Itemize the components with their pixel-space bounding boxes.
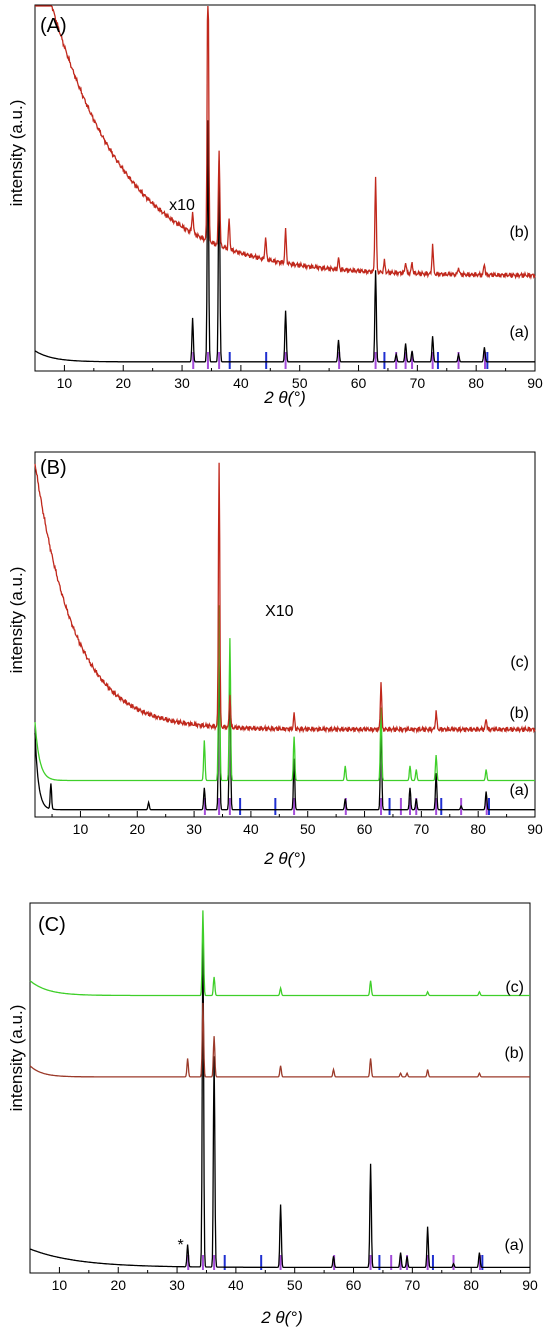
panel-c-xlabel: 2 θ(°) bbox=[260, 1308, 303, 1327]
x-tick-label: 40 bbox=[233, 375, 249, 391]
x-tick-label: 80 bbox=[470, 821, 486, 837]
x-tick-label: 70 bbox=[405, 1277, 421, 1293]
x-tick-label: 70 bbox=[410, 375, 426, 391]
x-tick-label: 30 bbox=[174, 375, 190, 391]
xrd-series-1 bbox=[29, 930, 530, 1269]
x-tick-label: 70 bbox=[414, 821, 430, 837]
panel-c-frame bbox=[29, 902, 531, 1274]
x-tick-label: 20 bbox=[129, 821, 145, 837]
series-label: (c) bbox=[505, 979, 524, 996]
xrd-series-3 bbox=[29, 910, 530, 997]
x-tick-label: 80 bbox=[463, 1277, 479, 1293]
x-tick-label: 40 bbox=[243, 821, 259, 837]
x-tick-label: 60 bbox=[346, 1277, 362, 1293]
panel-b-frame bbox=[34, 451, 536, 818]
panel-b-xlabel: 2 θ(°) bbox=[263, 849, 306, 868]
x-tick-label: 50 bbox=[287, 1277, 303, 1293]
x-tick-label: 30 bbox=[169, 1277, 185, 1293]
series-label: (a) bbox=[509, 782, 529, 799]
x-tick-label: 90 bbox=[522, 1277, 538, 1293]
panel-c-ylabel: intensity (a.u.) bbox=[7, 1005, 26, 1112]
xrd-series-2 bbox=[29, 1002, 530, 1078]
x-tick-label: 30 bbox=[186, 821, 202, 837]
xrd-series-3 bbox=[34, 462, 536, 734]
annotation-text: x10 bbox=[169, 197, 195, 214]
x-tick-label: 50 bbox=[292, 375, 308, 391]
x-tick-label: 50 bbox=[300, 821, 316, 837]
panel-c-plot: 10 20 30 40 50 60 70 80 90 (a) (b) (c) * bbox=[29, 910, 538, 1293]
panel-a-frame bbox=[34, 4, 536, 372]
panel-a-label: (A) bbox=[40, 15, 67, 37]
panel-c: 10 20 30 40 50 60 70 80 90 (a) (b) (c) * (C) intensi… bbox=[7, 902, 538, 1327]
series-label: (c) bbox=[510, 654, 529, 671]
panel-c-label: (C) bbox=[38, 914, 66, 936]
panel-a-ylabel: intensity (a.u.) bbox=[7, 100, 26, 207]
series-label: (a) bbox=[504, 1237, 524, 1254]
annotation-text: * bbox=[177, 1237, 183, 1254]
panel-b-plot: 10 20 30 40 50 60 70 80 90 (a) (b) (c) X10 bbox=[34, 462, 543, 837]
annotation-text: X10 bbox=[265, 603, 294, 620]
x-tick-label: 80 bbox=[468, 375, 484, 391]
x-tick-label: 60 bbox=[351, 375, 367, 391]
x-tick-label: 20 bbox=[115, 375, 131, 391]
panel-a-plot: 10 20 30 40 50 60 70 80 90 (a) (b) x10 bbox=[34, 5, 543, 391]
panel-b-label: (B) bbox=[40, 457, 67, 479]
xrd-series-1 bbox=[34, 652, 535, 811]
x-tick-label: 60 bbox=[357, 821, 373, 837]
series-label: (b) bbox=[504, 1045, 524, 1062]
panel-b: 10 20 30 40 50 60 70 80 90 (a) (b) (c) X10 (B) inten… bbox=[7, 451, 543, 868]
x-tick-label: 10 bbox=[57, 375, 73, 391]
series-label: (b) bbox=[509, 705, 529, 722]
xrd-series-1 bbox=[34, 120, 535, 363]
x-tick-label: 90 bbox=[527, 375, 543, 391]
panel-a: 10 20 30 40 50 60 70 80 90 (a) (b) x10 (A) intensit… bbox=[7, 4, 543, 407]
xrd-series-2 bbox=[35, 5, 536, 280]
xrd-series-2 bbox=[34, 605, 535, 782]
series-label: (b) bbox=[509, 224, 529, 241]
x-tick-label: 90 bbox=[527, 821, 543, 837]
x-tick-label: 10 bbox=[73, 821, 89, 837]
x-tick-label: 10 bbox=[52, 1277, 68, 1293]
x-tick-label: 40 bbox=[228, 1277, 244, 1293]
panel-a-xlabel: 2 θ(°) bbox=[263, 388, 306, 407]
panel-b-ylabel: intensity (a.u.) bbox=[7, 567, 26, 674]
x-tick-label: 20 bbox=[110, 1277, 126, 1293]
series-label: (a) bbox=[509, 324, 529, 341]
